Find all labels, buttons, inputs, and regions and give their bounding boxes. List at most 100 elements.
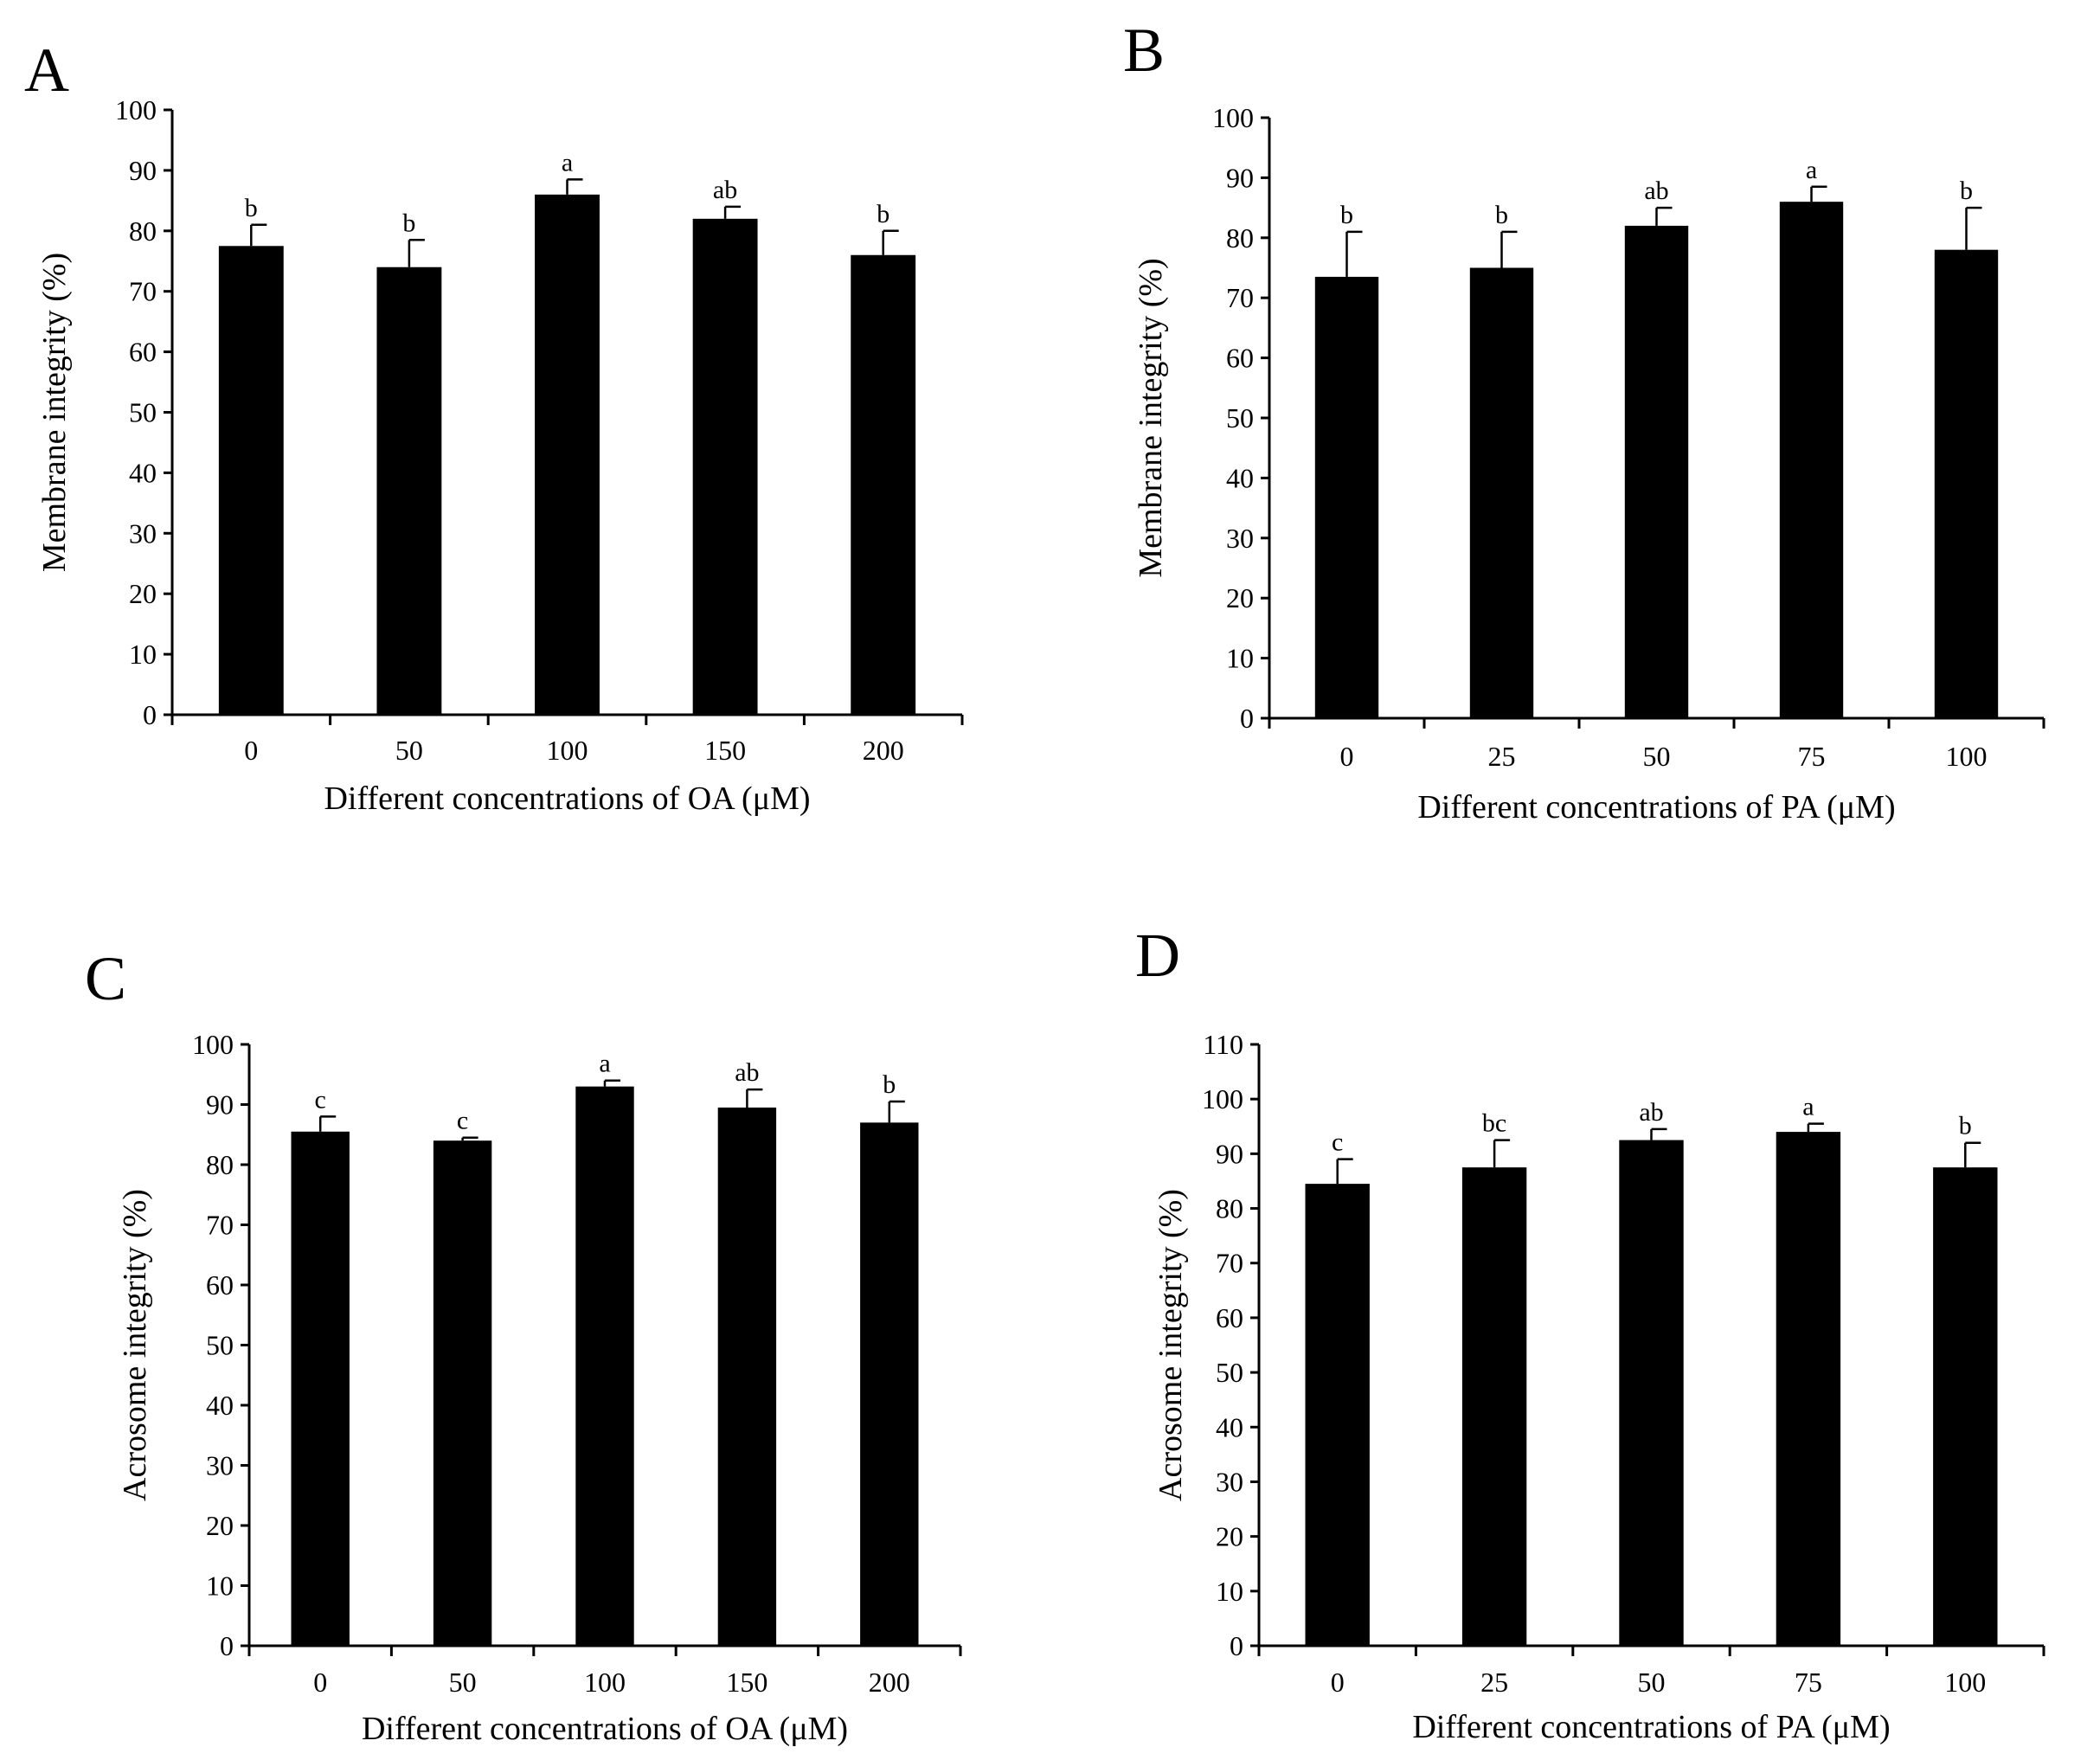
y-tick-label: 40 [129, 457, 157, 488]
y-tick-label: 30 [206, 1450, 234, 1481]
y-tick-label: 50 [129, 397, 157, 428]
bar [851, 254, 916, 715]
x-axis-title: Different concentrations of OA (μM) [324, 780, 810, 817]
significance-label: b [883, 1070, 896, 1099]
y-tick-label: 60 [206, 1269, 234, 1301]
x-tick-label: 25 [1488, 741, 1516, 772]
y-tick-label: 40 [206, 1390, 234, 1421]
x-tick-label: 50 [1643, 741, 1671, 772]
y-tick-label: 50 [1216, 1357, 1243, 1388]
chart-panel-c: C 0 10 20 30 40 50 60 70 80 90 100 c 0 c 50 a 100 ab 150 b 20… [85, 944, 962, 1747]
bar [376, 267, 442, 715]
bar [1461, 1167, 1527, 1646]
y-tick-label: 80 [206, 1149, 234, 1180]
significance-label: b [877, 200, 889, 228]
significance-label: b [1495, 201, 1508, 229]
significance-label: c [1332, 1128, 1343, 1157]
x-tick-label: 0 [1331, 1667, 1345, 1698]
x-tick-label: 75 [1795, 1667, 1822, 1698]
y-tick-label: 90 [129, 155, 157, 186]
y-tick-label: 60 [129, 337, 157, 368]
y-axis-title: Membrane integrity (%) [36, 253, 73, 572]
y-tick-label: 20 [206, 1510, 234, 1541]
significance-label: a [1806, 156, 1817, 184]
y-tick-label: 20 [1226, 582, 1254, 613]
bar [1934, 249, 1999, 718]
y-axis-title: Membrane integrity (%) [1133, 258, 1169, 577]
x-tick-label: 150 [726, 1667, 767, 1698]
panel-letter: C [85, 944, 126, 1013]
y-tick-label: 70 [1216, 1248, 1243, 1279]
x-tick-label: 0 [313, 1667, 327, 1698]
y-tick-label: 0 [143, 699, 157, 730]
y-tick-label: 70 [1226, 282, 1254, 313]
y-tick-label: 0 [1230, 1630, 1243, 1661]
x-tick-label: 100 [584, 1667, 626, 1698]
x-tick-label: 50 [395, 735, 423, 766]
bar [218, 246, 284, 715]
x-tick-label: 150 [704, 735, 746, 766]
y-tick-label: 80 [1216, 1193, 1243, 1224]
y-tick-label: 90 [1226, 162, 1254, 193]
chart-panel-b: B 0 10 20 30 40 50 60 70 80 90 100 b 0 b 25 ab 50 a 75 b 100 D… [1123, 16, 2045, 825]
y-tick-label: 100 [115, 94, 157, 125]
significance-label: ab [1639, 1098, 1663, 1127]
bar [1314, 276, 1379, 718]
y-tick-label: 50 [1226, 402, 1254, 434]
x-axis-title: Different concentrations of PA (μM) [1417, 789, 1895, 825]
significance-label: a [562, 148, 573, 177]
significance-label: bc [1482, 1109, 1506, 1138]
y-tick-label: 70 [206, 1210, 234, 1241]
y-tick-label: 50 [206, 1330, 234, 1361]
significance-label: ab [735, 1058, 759, 1087]
x-tick-label: 100 [1944, 1667, 1986, 1698]
y-tick-label: 20 [129, 578, 157, 609]
y-axis-title: Acrosome integrity (%) [1153, 1189, 1189, 1501]
significance-label: c [315, 1085, 326, 1114]
x-tick-label: 200 [863, 735, 904, 766]
x-tick-label: 0 [1340, 741, 1354, 772]
y-tick-label: 0 [220, 1630, 234, 1661]
chart-panel-a: A 0 10 20 30 40 50 60 70 80 90 100 b 0 b 50 a 100 ab 150 b 20… [24, 35, 964, 817]
significance-label: ab [713, 176, 737, 204]
x-tick-label: 200 [869, 1667, 910, 1698]
significance-label: b [1960, 177, 1973, 205]
x-tick-label: 100 [547, 735, 588, 766]
y-tick-label: 90 [1216, 1138, 1243, 1169]
panel-letter: B [1123, 16, 1165, 85]
bar [291, 1131, 350, 1646]
y-tick-label: 100 [1202, 1083, 1243, 1114]
y-tick-label: 60 [1226, 343, 1254, 374]
y-tick-label: 70 [129, 276, 157, 307]
y-tick-label: 80 [129, 215, 157, 247]
bar [1624, 225, 1689, 718]
y-tick-label: 30 [129, 517, 157, 549]
significance-label: b [245, 194, 258, 222]
bar [1619, 1140, 1684, 1646]
bar [433, 1140, 492, 1646]
y-tick-label: 90 [206, 1089, 234, 1121]
bar [1933, 1167, 1998, 1646]
y-tick-label: 40 [1226, 462, 1254, 493]
y-tick-label: 10 [129, 639, 157, 670]
bar [1469, 267, 1534, 718]
chart-panel-d: D 0 10 20 30 40 50 60 70 80 90 100 110 c 0 bc 25 ab 50 a 75 b… [1135, 921, 2045, 1745]
y-tick-label: 30 [1216, 1466, 1243, 1497]
bar [1779, 202, 1844, 718]
significance-label: ab [1644, 177, 1668, 205]
significance-label: b [402, 209, 415, 237]
y-tick-label: 60 [1216, 1302, 1243, 1333]
bar [575, 1086, 634, 1646]
y-tick-label: 110 [1203, 1029, 1243, 1060]
y-tick-label: 100 [1212, 102, 1254, 133]
y-tick-label: 0 [1240, 703, 1254, 734]
y-tick-label: 10 [206, 1571, 234, 1602]
significance-label: b [1340, 201, 1353, 229]
x-axis-title: Different concentrations of OA (μM) [362, 1711, 848, 1747]
bar [1305, 1184, 1370, 1646]
y-tick-label: 30 [1226, 523, 1254, 554]
y-tick-label: 80 [1226, 222, 1254, 254]
bar [717, 1107, 777, 1646]
x-tick-label: 50 [449, 1667, 477, 1698]
